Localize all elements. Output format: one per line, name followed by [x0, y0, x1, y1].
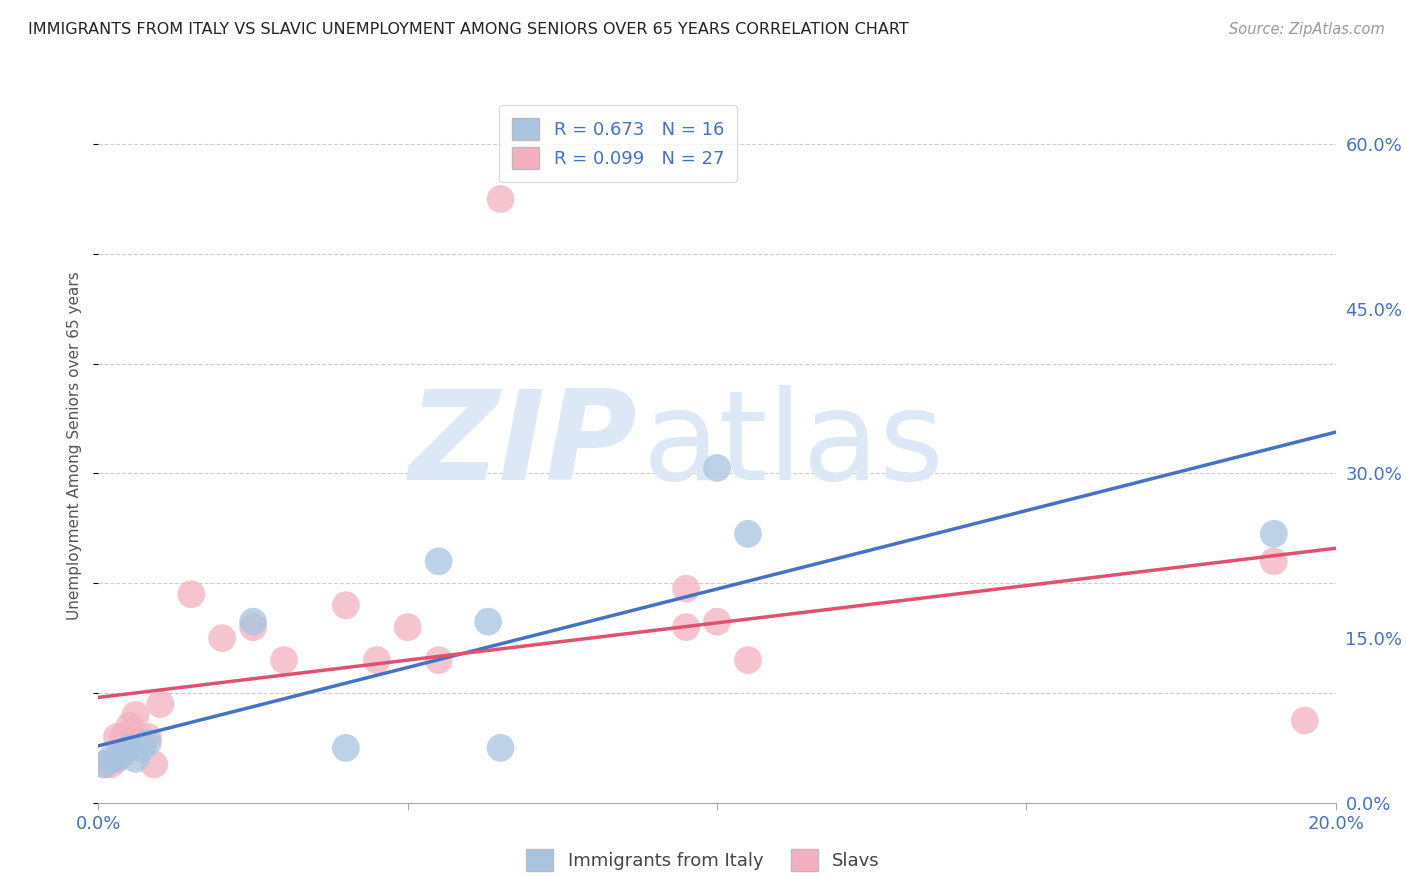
Point — [706, 461, 728, 475]
Point — [93, 757, 115, 772]
Point — [489, 192, 512, 206]
Point — [489, 740, 512, 755]
Point — [242, 615, 264, 629]
Y-axis label: Unemployment Among Seniors over 65 years: Unemployment Among Seniors over 65 years — [67, 272, 83, 620]
Point — [131, 735, 153, 749]
Text: IMMIGRANTS FROM ITALY VS SLAVIC UNEMPLOYMENT AMONG SENIORS OVER 65 YEARS CORRELA: IMMIGRANTS FROM ITALY VS SLAVIC UNEMPLOY… — [28, 22, 908, 37]
Point — [118, 719, 141, 733]
Point — [93, 757, 115, 772]
Text: Source: ZipAtlas.com: Source: ZipAtlas.com — [1229, 22, 1385, 37]
Point — [112, 730, 135, 744]
Text: ZIP: ZIP — [408, 385, 637, 507]
Point — [737, 526, 759, 541]
Point — [105, 752, 128, 766]
Point — [136, 730, 159, 744]
Point — [335, 740, 357, 755]
Point — [1294, 714, 1316, 728]
Legend: Immigrants from Italy, Slavs: Immigrants from Italy, Slavs — [519, 842, 887, 879]
Point — [124, 752, 146, 766]
Point — [675, 582, 697, 596]
Point — [477, 615, 499, 629]
Legend: R = 0.673   N = 16, R = 0.099   N = 27: R = 0.673 N = 16, R = 0.099 N = 27 — [499, 105, 737, 182]
Point — [211, 631, 233, 645]
Point — [335, 598, 357, 612]
Point — [100, 752, 122, 766]
Point — [1263, 554, 1285, 568]
Point — [273, 653, 295, 667]
Point — [396, 620, 419, 634]
Point — [706, 615, 728, 629]
Point — [105, 752, 128, 766]
Point — [1263, 526, 1285, 541]
Point — [675, 620, 697, 634]
Point — [136, 735, 159, 749]
Point — [737, 653, 759, 667]
Point — [242, 620, 264, 634]
Point — [143, 757, 166, 772]
Point — [366, 653, 388, 667]
Point — [427, 554, 450, 568]
Point — [131, 740, 153, 755]
Point — [427, 653, 450, 667]
Point — [124, 735, 146, 749]
Point — [149, 697, 172, 711]
Point — [100, 757, 122, 772]
Point — [112, 747, 135, 761]
Point — [105, 730, 128, 744]
Point — [124, 708, 146, 723]
Text: atlas: atlas — [643, 385, 945, 507]
Point — [180, 587, 202, 601]
Point — [118, 740, 141, 755]
